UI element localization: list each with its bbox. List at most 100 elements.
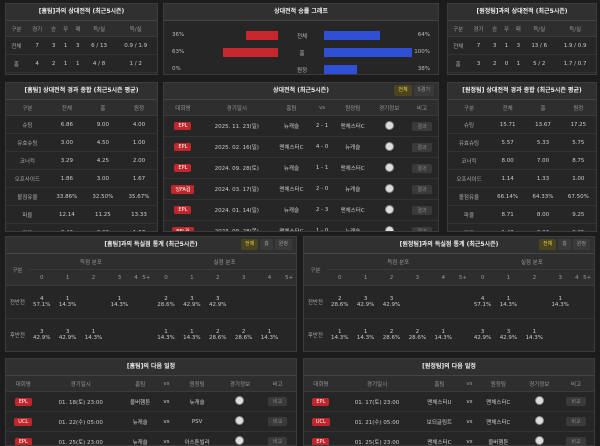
info-icon[interactable]: [384, 204, 394, 214]
cell: 2024. 01. 14(일): [201, 199, 272, 221]
cell: 비교: [558, 411, 594, 432]
cell: 맨체스터C: [271, 178, 312, 200]
tab[interactable]: 원정: [572, 239, 590, 250]
header-row: 구분 득점 분포 실점 분포: [304, 254, 594, 286]
tab[interactable]: 5경기: [413, 85, 434, 96]
header-cell: 패: [512, 21, 525, 37]
cell: 32.50%: [84, 187, 121, 206]
info-icon[interactable]: [235, 436, 245, 445]
header-cell: 실점 분포: [469, 254, 594, 270]
info-icon[interactable]: [235, 416, 245, 425]
info-icon[interactable]: [384, 120, 394, 130]
cell: 2.43: [48, 223, 85, 231]
header-cell: 1: [352, 269, 379, 286]
cell: 4.25: [84, 151, 121, 170]
cell: 비교: [558, 391, 594, 412]
cell: [132, 318, 140, 351]
cell: 2.25: [560, 223, 596, 231]
tab[interactable]: 전체: [394, 85, 412, 96]
header-cell: 경기일시: [40, 376, 121, 392]
table: 구분 득점 분포 실점 분포 0 1 2 3 4 5+ 0 1 2 3 4 5+ 전반전 4 57.1% 1 14…: [6, 254, 296, 351]
header-cell: 홈팀: [120, 376, 160, 392]
header-cell: 무: [500, 21, 513, 37]
tab[interactable]: 홈: [558, 239, 571, 250]
tab[interactable]: 전체: [538, 239, 557, 250]
row: 전체 7 3 1 3 13 / 6 1.9 / 0.9: [448, 36, 596, 55]
info-icon[interactable]: [534, 416, 544, 425]
info-icon[interactable]: [384, 183, 394, 193]
panel: 상대전적 (최근5시즌) 전체 5경기 대회명 경기일시 홈팀 vs 원정팀 경기정보 비고 EPL…: [163, 82, 439, 232]
header-row: 대회명 경기일시 홈팀 vs 원정팀 경기정보 비고: [304, 376, 594, 392]
header-row: 0 1 2 3 4 5+ 0 1 2 3 4 5+: [6, 269, 296, 286]
cell: 4.00: [120, 115, 157, 134]
note-button[interactable]: 비교: [566, 437, 586, 445]
cell: [456, 318, 470, 351]
note-button[interactable]: 비교: [268, 417, 288, 426]
cell: 3: [512, 36, 525, 55]
row: EPL 2024. 09. 28(토) 뉴캐슬 1 - 1 맨체스터C 결과: [164, 157, 438, 179]
cell: 0: [59, 72, 72, 74]
competition-badge: EPL: [174, 164, 192, 172]
cell: 1 14.3%: [153, 318, 179, 351]
cell: 1 14.3%: [430, 318, 457, 351]
tab[interactable]: 전체: [240, 239, 259, 250]
cell: 7: [468, 36, 489, 55]
info-icon[interactable]: [384, 162, 394, 172]
cell: EPL: [164, 199, 202, 221]
header-cell: 무: [59, 21, 72, 37]
cell: 01. 17(토) 23:00: [337, 391, 417, 412]
cell: 2: [47, 54, 60, 73]
note-button[interactable]: 결과: [412, 121, 432, 131]
cell: 0: [500, 54, 513, 73]
row: EPL 2025. 11. 23(일) 뉴캐슬 2 - 1 맨체스터C 결과: [164, 115, 438, 137]
cell: 1.7 / 0.7: [554, 54, 596, 73]
tab[interactable]: 원정: [274, 239, 292, 250]
cell: 1.33: [525, 169, 561, 188]
info-icon[interactable]: [384, 225, 394, 231]
row: EFL컵 2023. 09. 28(목) 맨체스터C 1 - 0 뉴캐슬 결과: [164, 220, 438, 231]
info-icon[interactable]: [534, 436, 544, 445]
cell: 3.29: [48, 151, 85, 170]
title-text: [원정팀] 상대전적 경과 종합 (최근5시즌 평균): [462, 87, 582, 94]
cell: [573, 285, 581, 319]
note-button[interactable]: 비교: [268, 437, 288, 445]
cell: 1 - 0: [311, 220, 333, 231]
table: 구분 경기 승 무 패 득/실 득/실 전체 7 3 1 3 13 / 6 1.9 / 0.9 홈 3 2 0 1 5…: [448, 21, 596, 74]
tab[interactable]: 홈: [260, 239, 273, 250]
pct-right: 100%: [414, 49, 430, 55]
row: 전반전 4 57.1% 1 14.3% 1 14.3% 2 28.6% 3 42.9% 3 …: [6, 285, 296, 319]
cell: 33.86%: [48, 187, 85, 206]
header-row: 대회명 경기일시 홈팀 vs 원정팀 경기정보 비고: [6, 376, 296, 392]
note-button[interactable]: 비교: [268, 397, 288, 406]
cell: 1 14.3%: [326, 318, 353, 351]
row: EPL 2025. 02. 16(일) 맨체스터C 4 - 0 뉴캐슬 결과: [164, 136, 438, 158]
cell: [132, 285, 140, 319]
panel: [홈팀]과의 상대전적 (최근5시즌) 구분 경기 승 무 패 득/실 득/실 전체 7 3 1 3 6 …: [5, 3, 158, 75]
cell: 1 14.3%: [547, 285, 574, 319]
title-text: [원정팀]의 다음 일정: [422, 363, 476, 370]
cell: 3 42.9%: [204, 285, 231, 319]
note-button[interactable]: 결과: [412, 226, 432, 231]
pct-left: 36%: [172, 32, 185, 38]
cell: 뉴캐슬: [332, 136, 373, 158]
note-button[interactable]: 결과: [412, 142, 432, 152]
info-icon[interactable]: [235, 396, 245, 405]
cell: 울버햄튼: [476, 431, 521, 445]
header-cell: 0: [469, 269, 496, 286]
panel-title: [홈팀]의 다음 일정: [6, 359, 296, 376]
cell: 결과: [405, 220, 438, 231]
cell: 홈: [448, 54, 469, 73]
cell: 아스톤빌라: [173, 431, 221, 445]
header-cell: 구분: [6, 100, 49, 116]
row-label: 홈: [299, 51, 305, 57]
info-icon[interactable]: [534, 396, 544, 405]
note-button[interactable]: 비교: [566, 397, 586, 406]
note-button[interactable]: 결과: [412, 163, 432, 173]
header-cell: 5+: [580, 269, 594, 286]
row: 코너킥 3.29 4.25 2.00: [6, 151, 157, 170]
info-icon[interactable]: [384, 141, 394, 151]
table: 대회명 경기일시 홈팀 vs 원정팀 경기정보 비고 EPL 01. 17(토) 23:00 맨체…: [304, 376, 594, 445]
note-button[interactable]: 비교: [566, 417, 586, 426]
note-button[interactable]: 결과: [412, 184, 432, 194]
note-button[interactable]: 결과: [412, 205, 432, 215]
